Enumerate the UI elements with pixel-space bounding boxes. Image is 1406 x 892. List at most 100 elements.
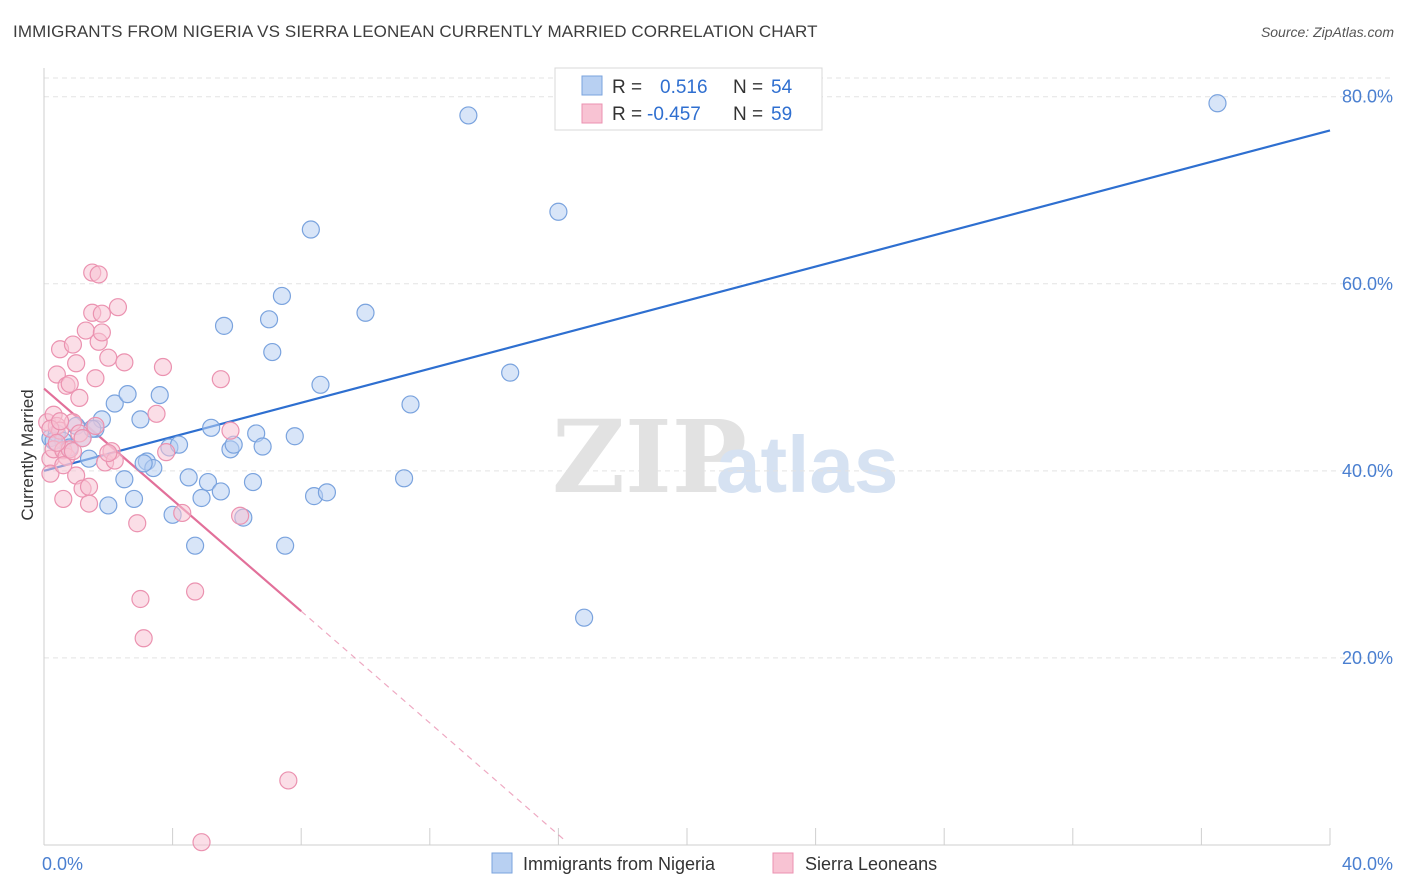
nigeria-point-34 — [259, 310, 279, 329]
sierra-point-41 — [134, 629, 153, 648]
nigeria-point-33 — [253, 437, 272, 456]
sierra-point-57 — [73, 429, 92, 448]
nigeria-point-12 — [118, 385, 137, 404]
sierra-point-23 — [79, 477, 99, 496]
nigeria-point-50 — [1208, 94, 1227, 113]
legend: R = 0.516 N = 54 R = -0.457 N = 59 — [554, 67, 823, 131]
sierra-point-47 — [192, 833, 211, 852]
sierra-point-10 — [54, 489, 73, 509]
nigeria-point-27 — [214, 316, 234, 335]
bottom-legend: Immigrants from Nigeria Sierra Leoneans — [491, 852, 937, 874]
sierra-point-40 — [131, 589, 150, 609]
nigeria-point-46 — [459, 106, 478, 125]
nigeria-trend-line — [43, 129, 1331, 472]
nigeria-point-22 — [186, 536, 205, 555]
sierra-point-49 — [221, 421, 240, 440]
sierra-point-31 — [92, 323, 111, 342]
sierra-point-27 — [86, 369, 105, 388]
sierra-point-34 — [99, 348, 118, 367]
nigeria-point-53 — [134, 454, 153, 473]
nigeria-point-14 — [131, 410, 150, 429]
watermark-zip: ZIP — [552, 398, 747, 516]
sierra-point-39 — [128, 514, 147, 533]
sierra-point-37 — [108, 298, 128, 317]
y-tick-label-40: 40.0% — [1342, 461, 1393, 481]
nigeria-point-38 — [285, 427, 304, 446]
nigeria-point-45 — [401, 395, 420, 414]
legend-n-value-2: 59 — [771, 104, 792, 125]
nigeria-point-48 — [549, 202, 568, 221]
chart-title: IMMIGRANTS FROM NIGERIA VS SIERRA LEONEA… — [13, 22, 818, 41]
grid — [44, 77, 1392, 659]
nigeria-point-10 — [105, 394, 124, 413]
legend-n-label-2: N = — [733, 104, 763, 125]
nigeria-point-35 — [263, 342, 282, 362]
sierra-point-50 — [231, 506, 250, 525]
nigeria-point-24 — [198, 472, 218, 492]
legend-r-label-1: R = — [612, 77, 642, 98]
sierra-point-58 — [99, 443, 118, 463]
watermark: ZIP atlas — [552, 398, 898, 516]
nigeria-point-41 — [311, 375, 330, 394]
nigeria-point-17 — [150, 385, 169, 405]
bottom-legend-label-sierra: Sierra Leoneans — [805, 854, 937, 874]
sierra-point-13 — [60, 374, 79, 393]
sierra-point-2 — [41, 464, 60, 483]
sierra-point-28 — [86, 416, 105, 436]
sierra-point-45 — [173, 503, 192, 523]
nigeria-point-9 — [99, 496, 118, 515]
sierra-point-53 — [47, 433, 66, 452]
sierra-point-55 — [54, 456, 73, 475]
sierra-point-43 — [153, 357, 173, 377]
sierra-point-19 — [70, 388, 89, 407]
nigeria-point-42 — [317, 483, 337, 502]
sierra-point-38 — [115, 353, 134, 372]
legend-r-value-1: 0.516 — [660, 77, 708, 98]
nigeria-point-21 — [179, 468, 198, 487]
nigeria-point-26 — [211, 482, 230, 501]
legend-r-value-2: -0.457 — [647, 104, 701, 125]
sierra-point-15 — [63, 335, 83, 354]
bottom-legend-label-nigeria: Immigrants from Nigeria — [523, 854, 716, 874]
data-points — [38, 94, 1227, 852]
nigeria-point-36 — [272, 286, 292, 306]
nigeria-point-13 — [124, 489, 144, 509]
sierra-point-46 — [186, 582, 205, 601]
sierra-point-17 — [67, 354, 86, 373]
watermark-atlas: atlas — [716, 420, 898, 509]
nigeria-point-43 — [356, 303, 375, 322]
sierra-point-48 — [211, 370, 230, 389]
sierra-point-42 — [147, 404, 166, 423]
sierra-point-32 — [92, 304, 111, 323]
nigeria-point-25 — [202, 418, 221, 437]
legend-n-label-1: N = — [733, 77, 763, 98]
legend-swatch-pink — [581, 103, 603, 124]
sierra-point-54 — [50, 412, 70, 431]
sierra-point-24 — [79, 494, 99, 513]
bottom-legend-swatch-pink — [772, 852, 794, 874]
sierra-point-56 — [63, 442, 83, 461]
nigeria-point-39 — [301, 220, 320, 239]
nigeria-point-49 — [575, 608, 594, 627]
nigeria-point-6 — [79, 449, 99, 468]
y-tick-label-80: 80.0% — [1342, 87, 1393, 107]
nigeria-point-37 — [276, 536, 295, 555]
nigeria-point-44 — [394, 469, 414, 488]
x-tick-label-min: 0.0% — [42, 854, 83, 874]
legend-n-value-1: 54 — [771, 77, 793, 98]
nigeria-point-23 — [192, 488, 211, 508]
sierra-point-44 — [157, 443, 176, 462]
x-tick-label-max: 40.0% — [1342, 854, 1393, 874]
y-tick-label-60: 60.0% — [1342, 274, 1393, 294]
nigeria-point-47 — [501, 363, 520, 382]
legend-r-label-2: R = — [612, 104, 642, 125]
y-tick-label-20: 20.0% — [1342, 648, 1393, 668]
legend-swatch-blue — [581, 75, 603, 96]
nigeria-point-31 — [243, 472, 263, 492]
y-axis-label: Currently Married — [18, 389, 37, 520]
bottom-legend-swatch-blue — [491, 852, 513, 874]
sierra-point-51 — [279, 771, 298, 790]
nigeria-point-11 — [115, 470, 134, 489]
sierra-trend-extension — [300, 610, 566, 841]
